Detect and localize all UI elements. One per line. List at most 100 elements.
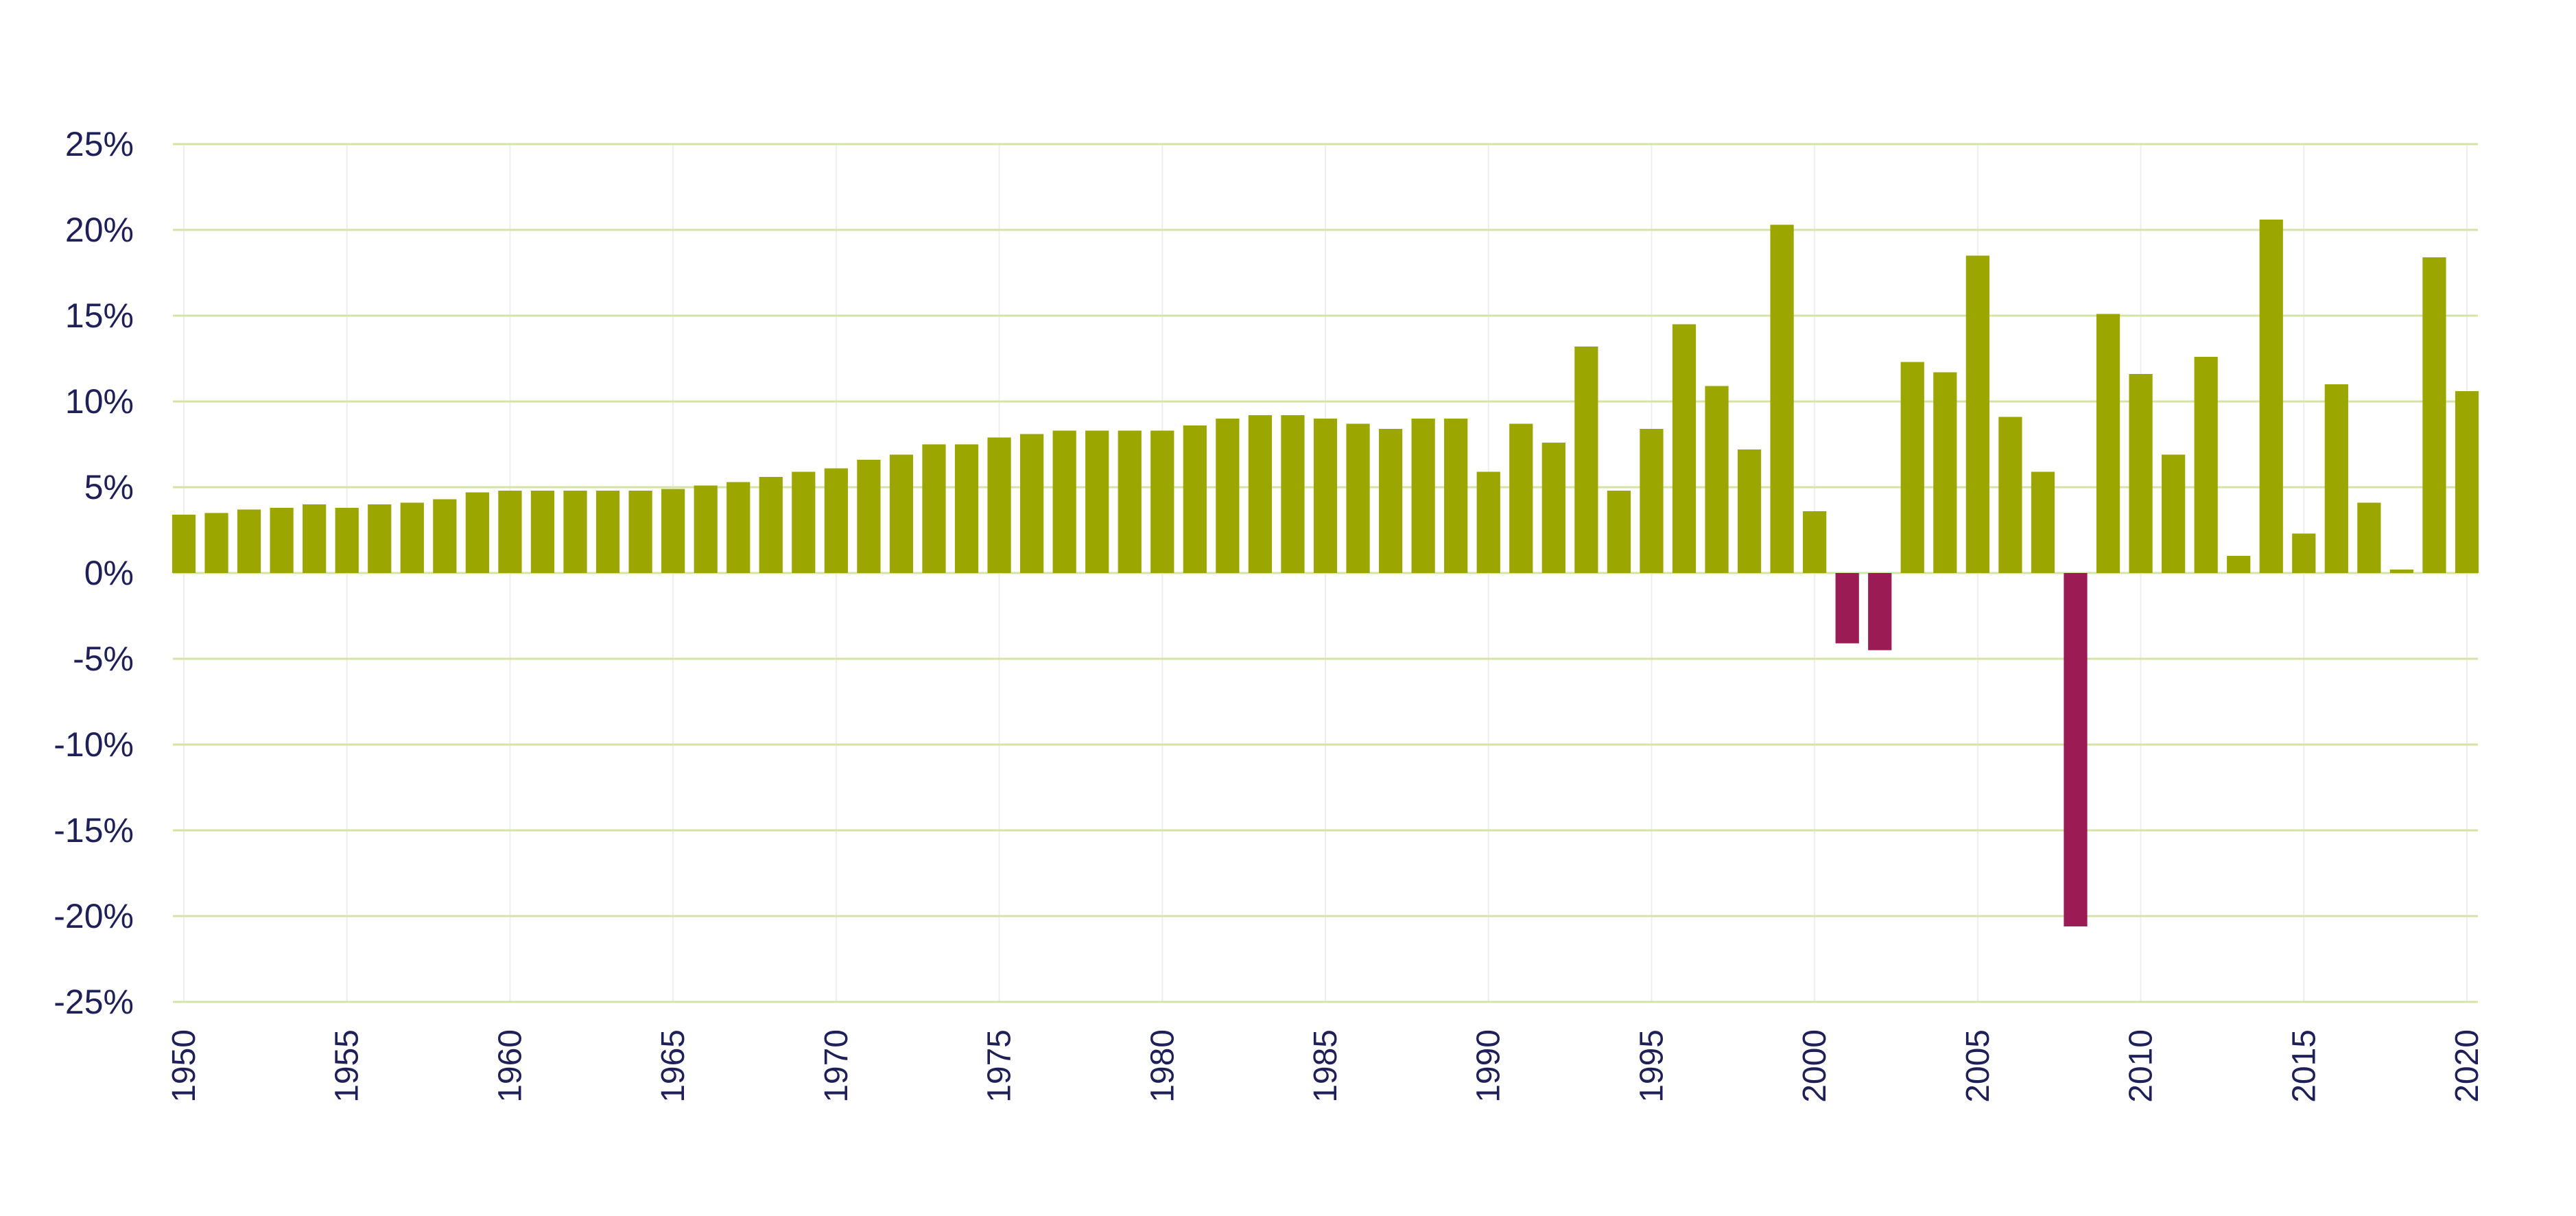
x-tick-label: 1990 [1471,1029,1507,1103]
y-axis-tick-labels: 25% 20% 15% 10% 5% 0% -5% -10% -15% -20% -25% [54,125,134,1021]
bar-1963 [595,491,620,573]
bar-2001 [1835,573,1859,644]
bar-1985 [1313,419,1338,573]
x-tick-label: 1960 [492,1029,528,1103]
bar-1976 [1019,434,1044,573]
bar-1957 [400,502,424,573]
bar-1988 [1411,419,1435,573]
bar-2006 [1998,417,2022,573]
bar-1950 [172,515,196,573]
bar-1960 [498,491,522,573]
bars [172,220,2479,926]
bar-2009 [2096,314,2120,573]
bar-2002 [1868,573,1892,651]
bar-1965 [661,489,685,573]
y-tick-label: -20% [54,897,134,935]
bar-1983 [1248,415,1273,573]
bar-1980 [1150,430,1174,573]
bar-1990 [1476,471,1500,573]
bar-1996 [1672,324,1697,573]
bar-1958 [433,499,457,573]
bar-2005 [1965,255,1989,573]
bar-1997 [1705,386,1729,573]
bar-1961 [530,491,555,573]
bar-1952 [237,509,261,573]
bar-1979 [1118,430,1142,573]
bar-1975 [987,437,1011,573]
bar-1964 [628,491,652,573]
bar-1955 [335,508,359,573]
bar-2010 [2129,374,2153,573]
x-tick-label: 1980 [1144,1029,1181,1103]
bar-1999 [1770,224,1794,573]
x-tick-label: 1970 [818,1029,855,1103]
bar-2013 [2227,556,2251,573]
x-tick-label: 1955 [329,1029,366,1103]
x-tick-label: 1995 [1633,1029,1670,1103]
y-tick-label: 10% [65,382,134,421]
bar-1986 [1346,423,1370,573]
bar-1953 [270,508,294,573]
bar-2008 [2064,573,2088,926]
bar-1954 [303,504,327,573]
bar-1987 [1378,429,1403,573]
bar-1993 [1574,347,1598,573]
x-tick-label: 1965 [655,1029,692,1103]
bar-2011 [2161,454,2186,573]
y-tick-label: 0% [84,554,134,592]
x-tick-label: 2005 [1960,1029,1996,1103]
x-tick-label: 2020 [2449,1029,2485,1103]
bar-2016 [2324,384,2348,573]
bar-1984 [1281,415,1305,573]
bar-1959 [465,492,490,573]
y-tick-label: -5% [73,640,134,678]
bar-2012 [2194,357,2218,573]
bar-1991 [1509,423,1533,573]
bar-1978 [1085,430,1109,573]
bar-1956 [368,504,392,573]
bar-2014 [2259,220,2283,573]
x-axis-tick-labels: 1950 1955 1960 1965 1970 1975 1980 1985 1990 1995… [166,1029,2485,1103]
x-tick-label: 2015 [2286,1029,2322,1103]
y-tick-label: 20% [65,211,134,249]
bar-1970 [824,468,848,573]
bar-1968 [759,477,783,573]
bar-1972 [889,454,914,573]
bar-1981 [1183,425,1207,573]
x-tick-label: 2000 [1797,1029,1833,1103]
y-tick-label: 25% [65,125,134,163]
bar-1967 [726,482,751,573]
bar-2015 [2292,533,2316,573]
bar-1995 [1640,429,1664,573]
y-tick-label: 5% [84,468,134,506]
bar-2020 [2455,391,2479,573]
y-tick-label: 15% [65,296,134,335]
y-tick-label: -15% [54,811,134,850]
bar-2018 [2389,570,2414,573]
bar-1973 [922,444,946,573]
bar-2003 [1900,362,1924,573]
bar-2004 [1933,372,1957,573]
x-tick-label: 1950 [166,1029,202,1103]
bar-2000 [1803,511,1827,573]
bar-1992 [1541,443,1565,573]
bar-1962 [563,491,587,573]
bar-2007 [2031,471,2055,573]
bar-1969 [792,471,816,573]
bar-1977 [1052,430,1076,573]
bar-1966 [694,485,718,573]
bar-1989 [1444,419,1468,573]
x-tick-label: 1985 [1308,1029,1344,1103]
bar-2019 [2422,257,2446,573]
y-tick-label: -10% [54,725,134,764]
bar-1998 [1737,449,1762,573]
x-tick-label: 1975 [982,1029,1018,1103]
bar-1982 [1216,419,1240,573]
bar-1974 [954,444,979,573]
y-tick-label: -25% [54,983,134,1021]
bar-1994 [1607,491,1631,573]
bar-1951 [204,513,228,573]
bar-1971 [857,460,881,573]
x-tick-label: 2010 [2123,1029,2160,1103]
